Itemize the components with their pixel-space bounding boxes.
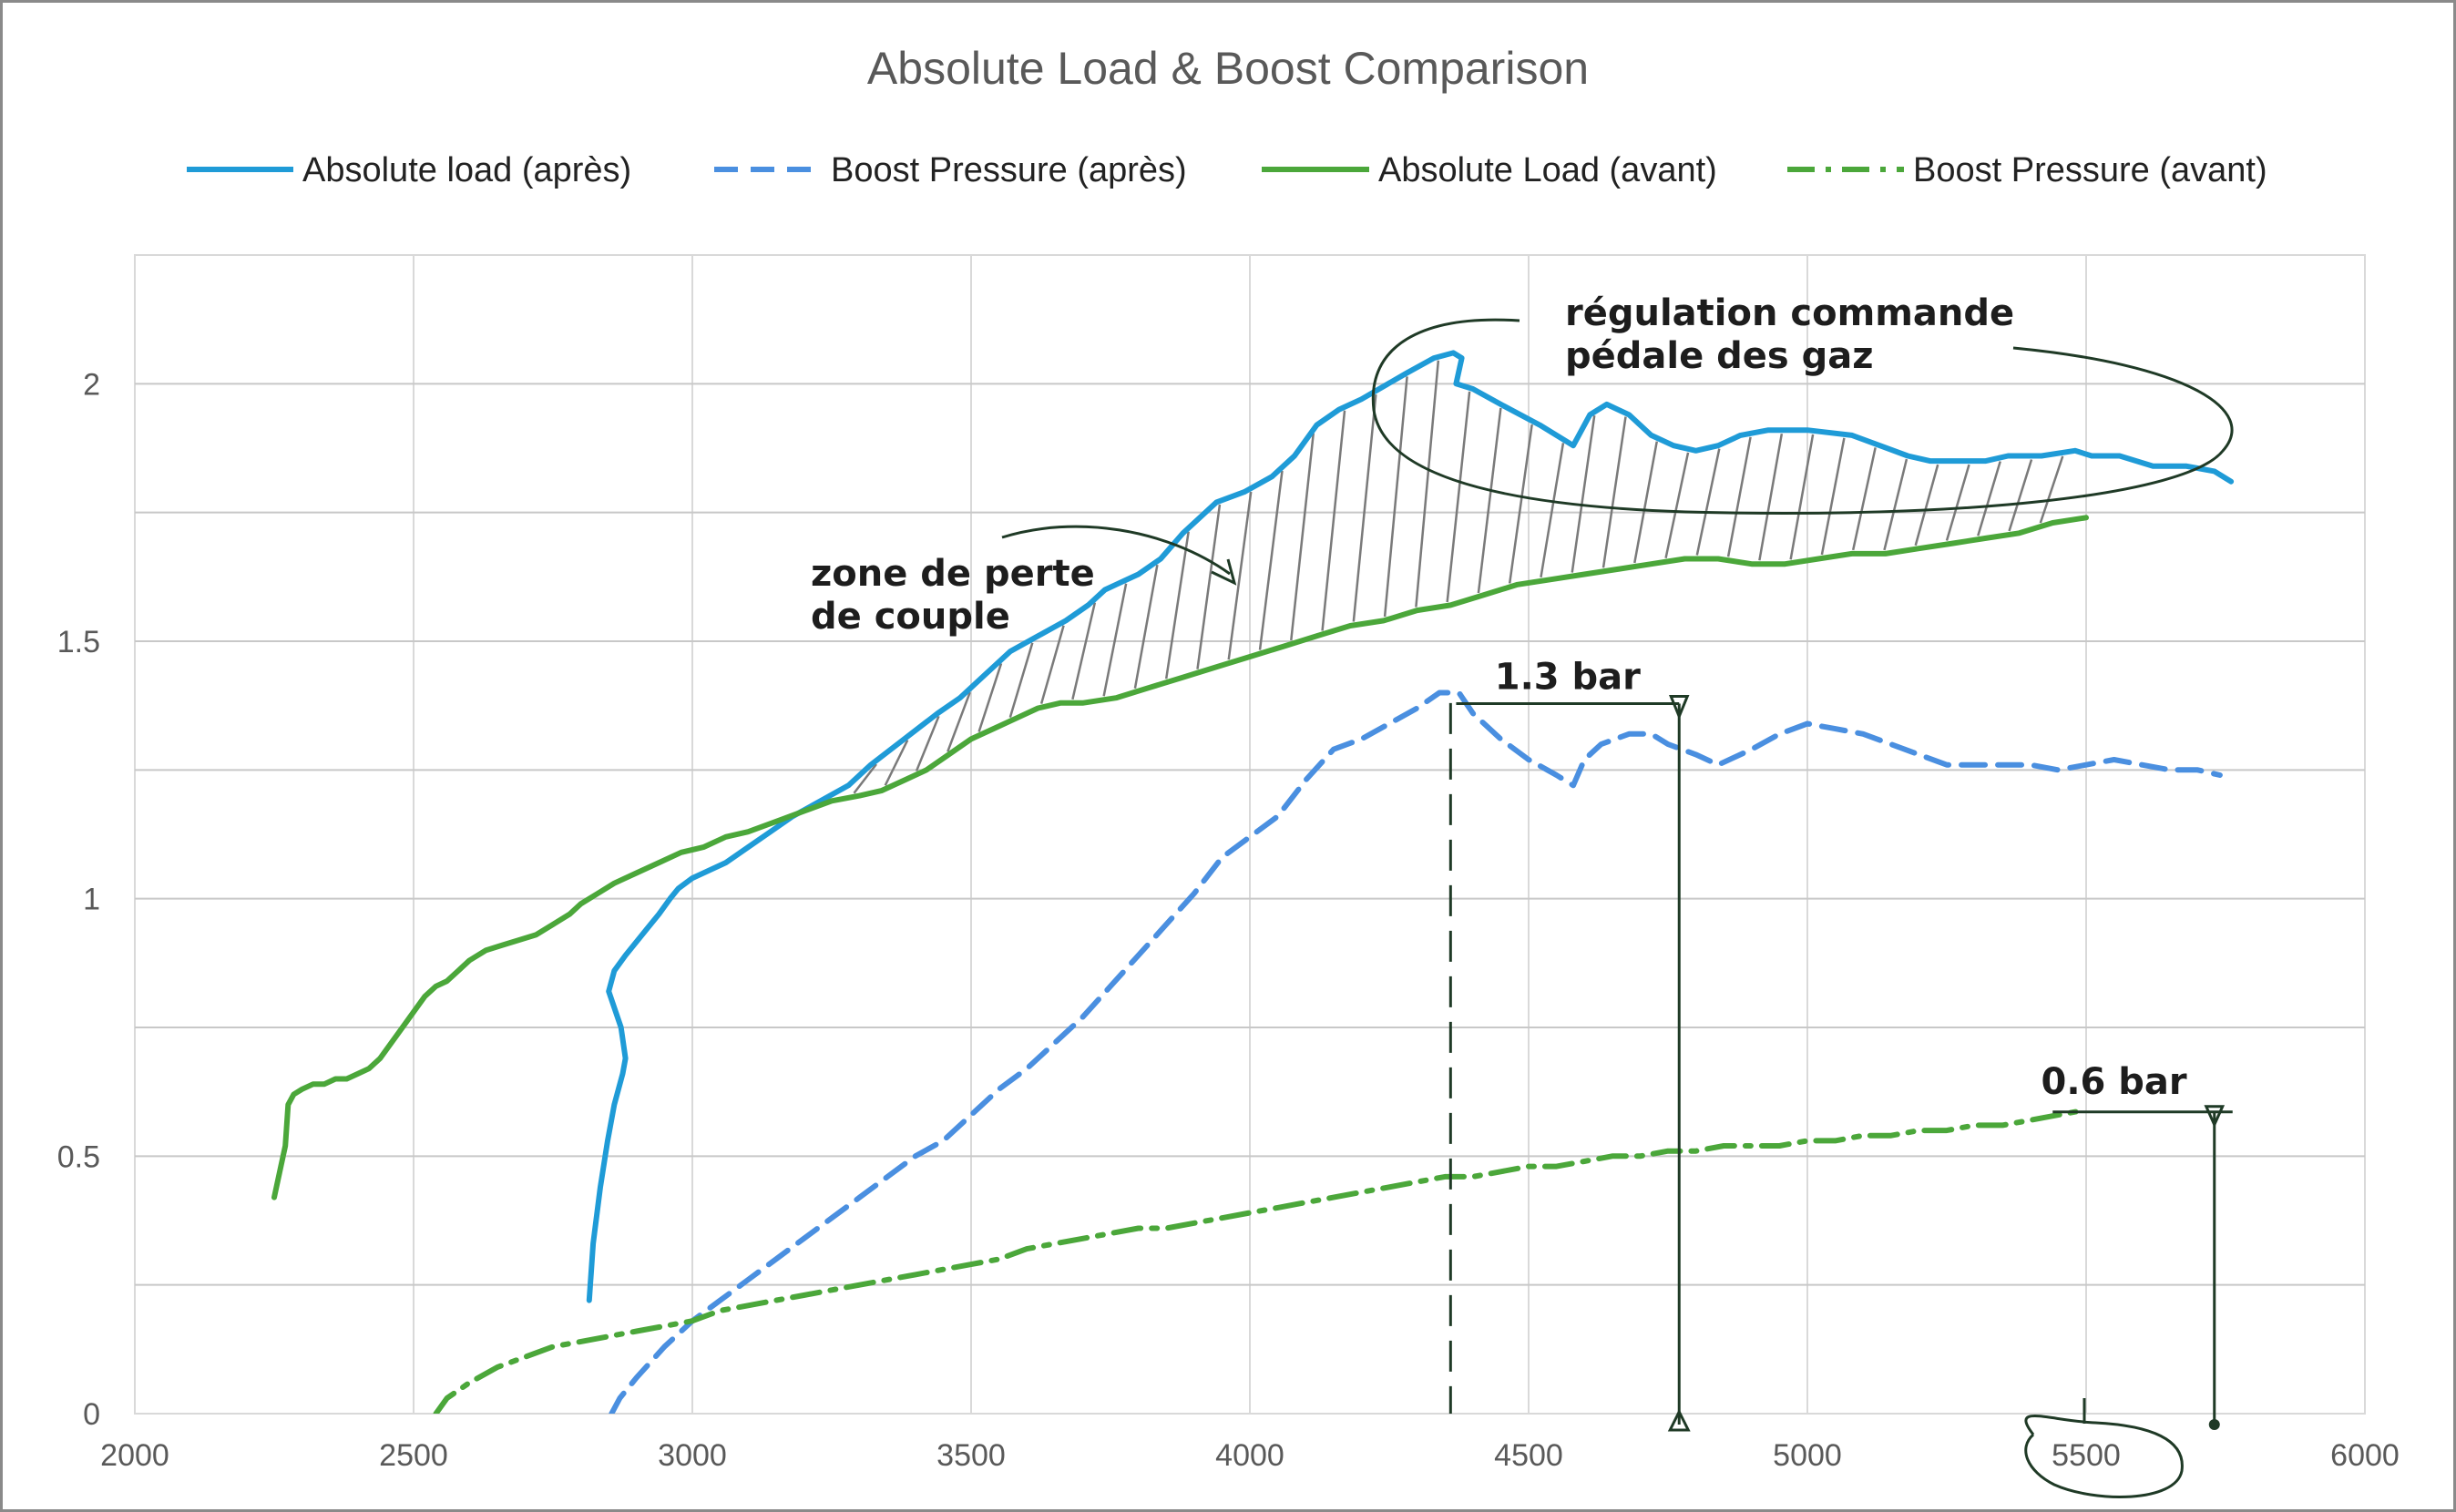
pedal-regulation-label-line1: régulation commande [1565,292,2014,334]
hatch-line [1258,470,1284,650]
series-lines [271,350,2235,1414]
legend-item-absolute-load-apres[interactable]: Absolute load (après) [187,151,631,189]
pedal-regulation-ellipse [1371,318,2234,515]
hatch-line [1883,458,1909,551]
x-tick-label: 2500 [379,1438,448,1473]
legend-label-boost-pressure-avant: Boost Pressure (avant) [1913,151,2267,189]
hatch-line [1446,391,1471,603]
boost-before-bottom-dot [2208,1419,2220,1430]
tick-5500-circle [2024,1415,2184,1499]
y-tick-label: 1.5 [57,625,100,659]
hatch-line [1977,461,2001,536]
hatch-line [1133,564,1159,690]
hatch-line [947,691,971,752]
x-tick-label: 6000 [2330,1438,2400,1473]
hatch-line [1321,410,1346,631]
x-tick-label: 4500 [1494,1438,1563,1473]
hatch-line [1039,625,1065,704]
hatch-line [1196,504,1222,669]
y-tick-label: 0.5 [57,1139,100,1174]
hatch-line [1508,424,1533,584]
legend-item-boost-pressure-apres[interactable]: Boost Pressure (après) [714,151,1187,189]
hatch-line [1820,437,1846,556]
x-tick-label: 3000 [658,1438,727,1473]
boost-before-label: 0.6 bar [2042,1061,2187,1103]
hatch-line [1540,443,1565,578]
y-tick-label: 1 [83,883,100,917]
torque-loss-label-line1: zone de perte [811,553,1095,595]
x-tick-label: 5500 [2052,1438,2121,1473]
hatch-line [977,662,1003,732]
y-axis-ticks: 0 0.5 1 1.5 2 [57,367,100,1432]
hatch-line [1758,433,1784,561]
hatch-line [1071,602,1097,700]
hatch-line [1789,434,1815,560]
hatch-line [1352,393,1377,622]
hatch-line [1695,448,1721,556]
hatch-line [915,715,940,771]
series-line-0 [586,350,2235,1303]
hatch-line [1945,464,1970,541]
x-tick-label: 5000 [1773,1438,1842,1473]
legend-label-absolute-load-apres: Absolute load (après) [302,151,631,189]
torque-loss-hatch [853,360,2064,794]
boost-after-top-arrowhead [1669,695,1690,720]
x-axis-ticks: 2000 2500 3000 3500 4000 4500 5000 5500 6000 [100,1438,2400,1473]
annotations: régulation commande pédale des gaz zone … [811,292,2234,1499]
series-line-3 [433,1107,2089,1414]
hatch-line [1664,452,1690,559]
hatch-line [2008,459,2033,532]
hatch-line [1290,433,1315,641]
legend-label-absolute-load-avant: Absolute Load (avant) [1378,151,1717,189]
series-line-2 [271,515,2089,1200]
series-line-1 [609,690,2223,1414]
hatch-line [853,763,877,794]
legend-label-boost-pressure-apres: Boost Pressure (après) [831,151,1187,189]
boost-after-bottom-arrowhead [1667,1408,1691,1432]
hatch-line [1602,416,1627,568]
y-tick-label: 0 [83,1397,100,1432]
x-tick-label: 4000 [1215,1438,1284,1473]
legend-item-absolute-load-avant[interactable]: Absolute Load (avant) [1262,151,1717,189]
hatch-line [1726,436,1752,557]
boost-before-top-arrowhead [2204,1105,2226,1129]
torque-loss-label-line2: de couple [811,596,1010,638]
legend-item-boost-pressure-avant[interactable]: Boost Pressure (avant) [1787,151,2267,189]
hatch-line [1227,491,1253,660]
gridlines [134,255,2366,1414]
hatch-line [1008,642,1034,718]
torque-loss-arrow [1001,525,1231,576]
y-tick-label: 2 [83,367,100,402]
boost-after-label: 1.3 bar [1495,657,1641,699]
hatch-line [1633,441,1658,564]
hatch-line [1914,464,1939,547]
hatch-line [1851,447,1877,551]
chart-title: Absolute Load & Boost Comparison [867,43,1589,94]
hatch-line [1415,360,1440,608]
hatch-line [1383,376,1408,618]
hatch-line [884,740,909,786]
hatch-line [2039,455,2064,524]
legend: Absolute load (après) Boost Pressure (ap… [187,151,2267,189]
x-tick-label: 2000 [100,1438,169,1473]
torque-loss-arrowhead [1211,558,1237,586]
hatch-line [1164,531,1190,679]
x-tick-label: 3500 [936,1438,1006,1473]
pedal-regulation-label-line2: pédale des gaz [1565,335,1874,377]
hatch-line [1571,415,1596,573]
hatch-line [1477,407,1502,594]
hatch-line [1102,583,1128,697]
